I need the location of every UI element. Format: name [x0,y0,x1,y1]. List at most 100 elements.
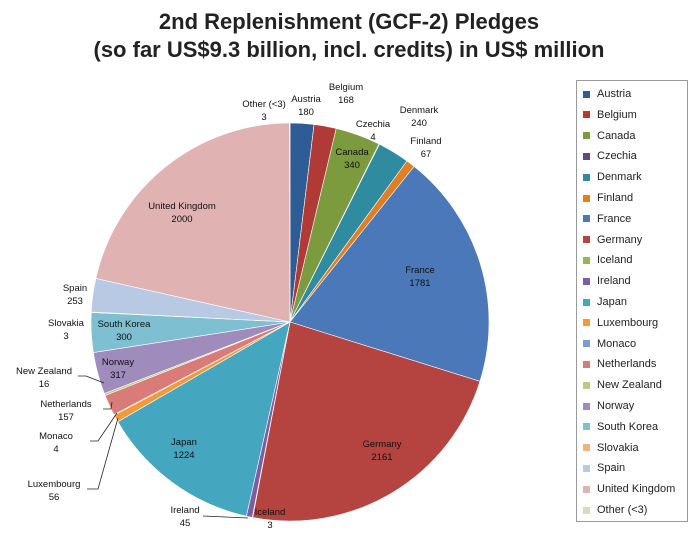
legend-label: Luxembourg [597,316,659,329]
legend-swatch [583,340,590,348]
legend-item-other-3: Other (<3) [583,503,647,517]
legend-label: Japan [597,296,627,308]
legend-item-france: France [583,212,631,226]
legend-item-spain: Spain [583,461,625,475]
legend-label: Ireland [597,275,631,288]
data-label-name-ireland: Ireland [170,505,199,516]
legend-item-denmark: Denmark [583,170,642,184]
legend-label: Belgium [597,108,637,121]
data-label-name-norway: Norway [102,357,134,368]
legend-item-netherlands: Netherlands [583,357,656,371]
data-label-value-other-3: 3 [261,112,266,123]
legend-item-new-zealand: New Zealand [583,378,662,392]
legend-item-czechia: Czechia [583,149,637,163]
pie-slice-france [289,166,490,382]
chart-title-line1: 2nd Replenishment (GCF-2) Pledges [158,9,540,34]
pie-slice-germany [252,321,481,522]
data-label-name-denmark: Denmark [400,105,439,116]
leader-line-netherlands [103,401,113,410]
data-label-value-austria: 180 [298,107,314,118]
legend-item-germany: Germany [583,233,642,247]
legend-swatch [583,298,590,306]
pie-slice-united-kingdom [95,122,291,323]
data-label-value-new-zealand: 16 [39,379,50,390]
data-label-name-united-kingdom: United Kingdom [148,201,216,212]
legend-swatch [583,444,590,452]
legend-item-monaco: Monaco [583,337,636,351]
legend-label: Slovakia [597,441,639,454]
legend-label: South Korea [597,420,659,433]
data-label-name-luxembourg: Luxembourg [28,479,81,490]
data-label-value-spain: 253 [67,296,83,307]
chart-title: 2nd Replenishment (GCF-2) Pledges (so fa… [0,8,698,64]
data-label-name-spain: Spain [63,283,87,294]
data-label-value-iceland: 3 [267,520,272,531]
data-label-value-japan: 1224 [173,450,194,461]
legend-item-austria: Austria [583,87,631,101]
data-label-value-france: 1781 [409,278,430,289]
pie-slice-japan [117,321,291,517]
data-label-name-japan: Japan [171,437,197,448]
data-label-name-south-korea: South Korea [98,319,152,330]
data-label-name-austria: Austria [291,94,321,105]
legend-swatch [583,236,590,244]
legend-swatch [583,423,590,431]
legend-item-united-kingdom: United Kingdom [583,482,675,496]
legend-swatch [583,111,590,119]
legend-swatch [583,381,590,389]
data-label-value-slovakia: 3 [63,331,68,342]
legend-label: Austria [597,88,632,100]
legend-swatch [583,215,590,223]
legend-swatch [583,360,590,368]
data-label-value-netherlands: 157 [58,412,74,423]
data-label-name-france: France [405,265,435,276]
leader-line-new-zealand [78,375,105,384]
legend-item-south-korea: South Korea [583,420,658,434]
data-label-value-canada: 340 [344,160,360,171]
legend-label: New Zealand [597,379,662,392]
data-label-value-south-korea: 300 [116,332,132,343]
data-label-value-germany: 2161 [371,452,392,463]
data-label-value-czechia: 4 [370,132,375,143]
data-label-name-netherlands: Netherlands [40,399,91,410]
legend-label: Germany [597,233,643,246]
data-label-name-finland: Finland [410,136,441,147]
legend-swatch [583,319,590,327]
legend-item-finland: Finland [583,191,633,205]
chart-title-line2: (so far US$9.3 billion, incl. credits) i… [93,37,605,62]
legend-swatch [583,194,590,202]
legend-item-slovakia: Slovakia [583,441,639,455]
data-label-value-norway: 317 [110,370,126,381]
legend-item-luxembourg: Luxembourg [583,316,658,330]
legend-swatch [583,402,590,410]
legend-item-ireland: Ireland [583,274,631,288]
legend-label: Czechia [597,150,637,163]
leader-line-monaco [90,412,118,442]
data-label-name-czechia: Czechia [356,119,391,130]
data-label-name-belgium: Belgium [329,82,363,93]
data-label-value-monaco: 4 [53,444,58,455]
data-label-value-finland: 67 [421,149,432,160]
legend-swatch [583,506,590,514]
data-label-value-belgium: 168 [338,95,354,106]
legend-label: Iceland [597,254,633,267]
legend-label: Norway [597,400,635,412]
data-label-value-ireland: 45 [180,518,191,529]
data-label-name-canada: Canada [335,147,369,158]
legend-item-canada: Canada [583,129,636,143]
legend-label: Denmark [597,171,642,184]
legend-item-iceland: Iceland [583,253,632,267]
data-label-name-monaco: Monaco [39,431,73,442]
data-label-value-denmark: 240 [411,118,427,129]
chart-legend: Austria Belgium Canada Czechia Denmark Finlan… [576,80,688,522]
legend-swatch [583,173,590,181]
data-label-name-new-zealand: New Zealand [16,366,72,377]
data-label-name-iceland: Iceland [255,507,286,518]
legend-swatch [583,277,590,285]
legend-item-japan: Japan [583,295,627,309]
legend-label: Spain [597,462,626,475]
data-label-name-slovakia: Slovakia [48,318,85,329]
legend-swatch [583,90,590,98]
data-label-value-united-kingdom: 2000 [171,214,192,225]
legend-label: Canada [597,129,636,142]
